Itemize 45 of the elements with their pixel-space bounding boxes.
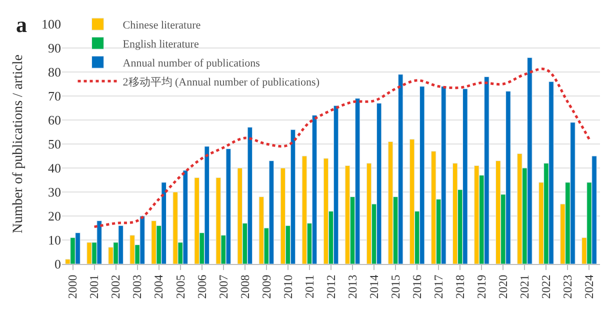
bar — [216, 177, 222, 264]
y-tick-label: 80 — [48, 64, 61, 80]
y-tick-label: 100 — [42, 16, 61, 32]
y-tick-label: 40 — [48, 160, 61, 176]
y-tick-label: 50 — [48, 136, 61, 152]
y-tick-label: 10 — [48, 232, 61, 248]
legend-label: Annual number of publications — [122, 57, 260, 70]
x-tick-label: 2015 — [388, 274, 402, 299]
x-tick-label: 2000 — [66, 274, 80, 299]
legend-label: 2移动平均 (Annual number of publications) — [122, 76, 320, 88]
x-tick-label: 2019 — [474, 274, 489, 299]
x-tick-label: 2004 — [152, 274, 166, 299]
x-tick-label: 2006 — [194, 274, 209, 299]
y-tick-label: 0 — [54, 256, 61, 272]
x-tick-label: 2020 — [496, 274, 510, 299]
x-tick-label: 2022 — [539, 274, 554, 299]
y-tick-label: 70 — [48, 88, 61, 104]
y-tick-label: 30 — [48, 184, 61, 200]
x-tick-label: 2005 — [173, 274, 188, 299]
x-tick-label: 2024 — [582, 274, 596, 299]
x-tick-label: 2013 — [345, 274, 360, 299]
x-tick-label: 2012 — [324, 274, 338, 299]
x-tick-label: 2001 — [87, 274, 102, 299]
y-tick-label: 60 — [48, 112, 61, 128]
bar — [237, 168, 243, 264]
x-tick-label: 2010 — [280, 274, 295, 299]
x-tick-label: 2017 — [432, 274, 446, 299]
x-tick-label: 2016 — [410, 274, 424, 299]
x-tick-label: 2014 — [366, 274, 381, 299]
x-tick-label: 2008 — [238, 274, 252, 299]
x-tick-label: 2007 — [216, 274, 230, 299]
x-tick-label: 2003 — [130, 274, 144, 299]
x-tick-label: 2021 — [518, 274, 532, 299]
x-tick-label: 2018 — [453, 274, 468, 299]
x-tick-label: 2009 — [259, 274, 274, 299]
legend-label: Chinese literature — [122, 19, 201, 32]
line-series — [93, 68, 590, 228]
x-tick-label: 2002 — [108, 274, 123, 299]
legend-label: English literature — [122, 38, 199, 50]
chart-title: a — [16, 12, 27, 37]
y-tick-label: 20 — [48, 208, 61, 224]
x-tick-label: 2023 — [560, 274, 575, 299]
y-axis-title: Number of publications / article — [11, 54, 26, 234]
y-tick-label: 90 — [48, 40, 61, 56]
x-tick-label: 2011 — [302, 274, 316, 298]
